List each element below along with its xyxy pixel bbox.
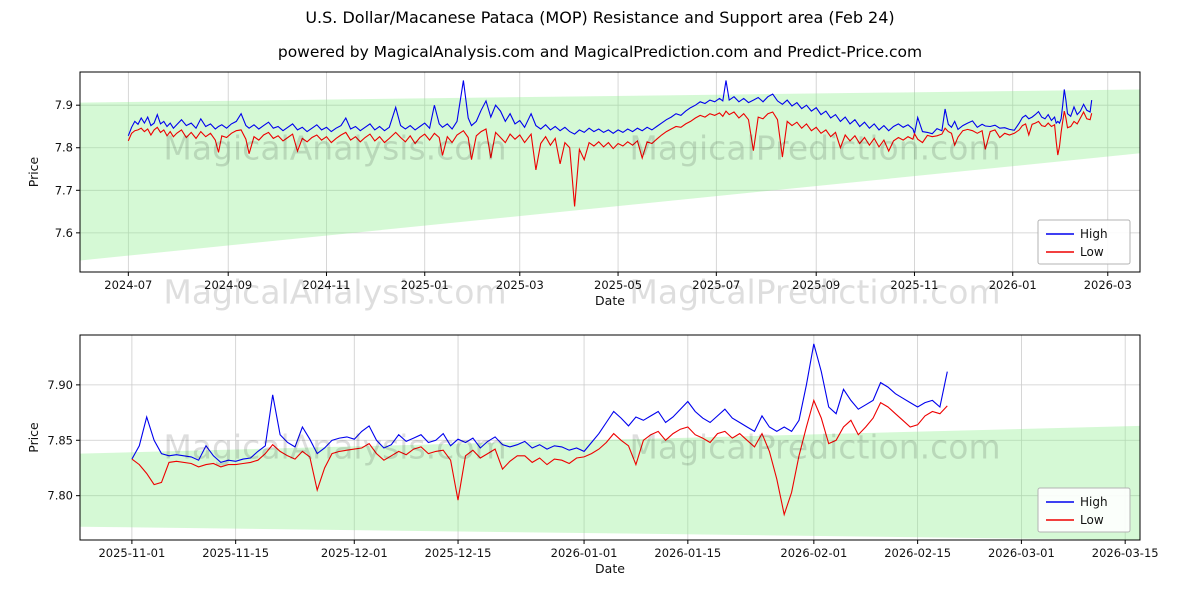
svg-text:7.90: 7.90 [47,378,73,392]
gridlines [80,335,1140,540]
high-line [131,343,948,464]
svg-text:2025-11-15: 2025-11-15 [202,546,269,560]
support-resistance-band [80,89,1140,261]
legend: High Low [1037,487,1131,533]
svg-text:2025-01: 2025-01 [401,278,449,292]
svg-text:7.9: 7.9 [55,98,73,112]
svg-text:7.8: 7.8 [55,141,73,155]
svg-text:2025-12-01: 2025-12-01 [321,546,388,560]
plot-border [79,71,1141,273]
x-axis-label: Date [595,561,625,576]
axis-ticks: 2024-07 2024-09 2024-11 2025-01 2025-03 2025-… [55,98,1132,292]
svg-text:2026-01-15: 2026-01-15 [654,546,721,560]
svg-text:2025-11-01: 2025-11-01 [98,546,165,560]
svg-text:7.6: 7.6 [55,226,73,240]
svg-text:2026-03-01: 2026-03-01 [988,546,1055,560]
svg-text:2024-09: 2024-09 [204,278,252,292]
y-axis-label: Price [26,156,41,187]
svg-text:2026-02-15: 2026-02-15 [884,546,951,560]
svg-text:Low: Low [1080,245,1104,259]
high-line [127,80,1093,136]
svg-text:2025-12-15: 2025-12-15 [425,546,492,560]
svg-text:2026-01: 2026-01 [989,278,1037,292]
svg-text:7.80: 7.80 [47,489,73,503]
axis-ticks: 2025-11-01 2025-11-15 2025-12-01 2025-12-15… [47,378,1158,560]
svg-text:2025-05: 2025-05 [594,278,642,292]
gridlines [80,72,1140,272]
svg-text:2024-11: 2024-11 [302,278,350,292]
y-axis-label: Price [26,422,41,453]
bottom-chart: 2025-11-01 2025-11-15 2025-12-01 2025-12-15… [26,334,1159,576]
svg-text:2026-02-01: 2026-02-01 [780,546,847,560]
svg-text:2026-01-01: 2026-01-01 [551,546,618,560]
svg-text:2026-03: 2026-03 [1084,278,1132,292]
svg-text:2025-07: 2025-07 [692,278,740,292]
top-chart: 2024-07 2024-09 2024-11 2025-01 2025-03 2025-… [26,71,1141,308]
svg-text:7.7: 7.7 [55,183,73,197]
low-line [127,110,1093,207]
svg-text:Low: Low [1080,513,1104,527]
low-line [131,398,948,517]
svg-text:2025-03: 2025-03 [496,278,544,292]
chart-title: U.S. Dollar/Macanese Pataca (MOP) Resist… [305,8,895,27]
legend: High Low [1037,219,1131,265]
svg-text:2025-11: 2025-11 [890,278,938,292]
svg-text:High: High [1080,495,1108,509]
svg-text:7.85: 7.85 [47,433,73,447]
chart-subtitle: powered by MagicalAnalysis.com and Magic… [277,43,923,61]
svg-text:High: High [1080,227,1108,241]
x-axis-label: Date [595,293,625,308]
plot-border [79,334,1141,541]
svg-text:2026-03-15: 2026-03-15 [1092,546,1159,560]
support-resistance-band [80,425,1140,540]
svg-text:2025-09: 2025-09 [792,278,840,292]
svg-text:2024-07: 2024-07 [104,278,152,292]
